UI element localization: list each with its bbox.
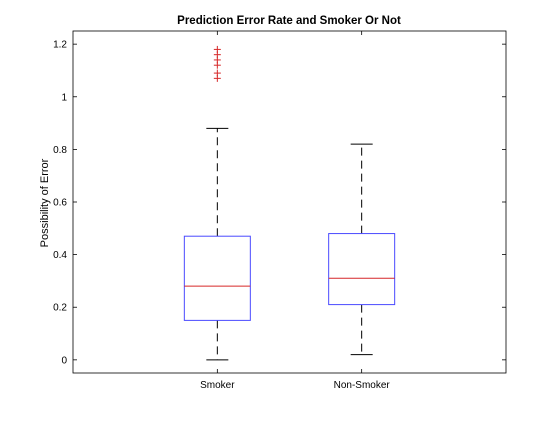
y-tick-label: 1.2 [53, 40, 67, 51]
plot-area: 0 0.2 0.4 0.6 0.8 1 1.2 Smoker Non-Smoker [53, 30, 507, 391]
x-tick-label: Smoker [200, 380, 235, 391]
outlier-marker [213, 69, 221, 77]
box-non-smoker [328, 143, 396, 356]
box-smoker [183, 45, 251, 361]
y-axis-label: Possibility of Error [39, 158, 51, 247]
chart-title: Prediction Error Rate and Smoker Or Not [177, 15, 401, 27]
y-tick-label: 0 [61, 355, 67, 366]
iqr-box [183, 235, 251, 321]
y-tick-label: 0.6 [53, 198, 67, 209]
y-tick-label: 0.2 [53, 303, 67, 314]
axes-frame [72, 30, 507, 374]
y-tick-label: 0.8 [53, 145, 67, 156]
outlier-marker [213, 45, 221, 53]
iqr-box [328, 233, 396, 306]
x-tick-label: Non-Smoker [334, 380, 391, 391]
y-tick-label: 0.4 [53, 250, 67, 261]
y-tick-label: 1 [61, 92, 67, 103]
